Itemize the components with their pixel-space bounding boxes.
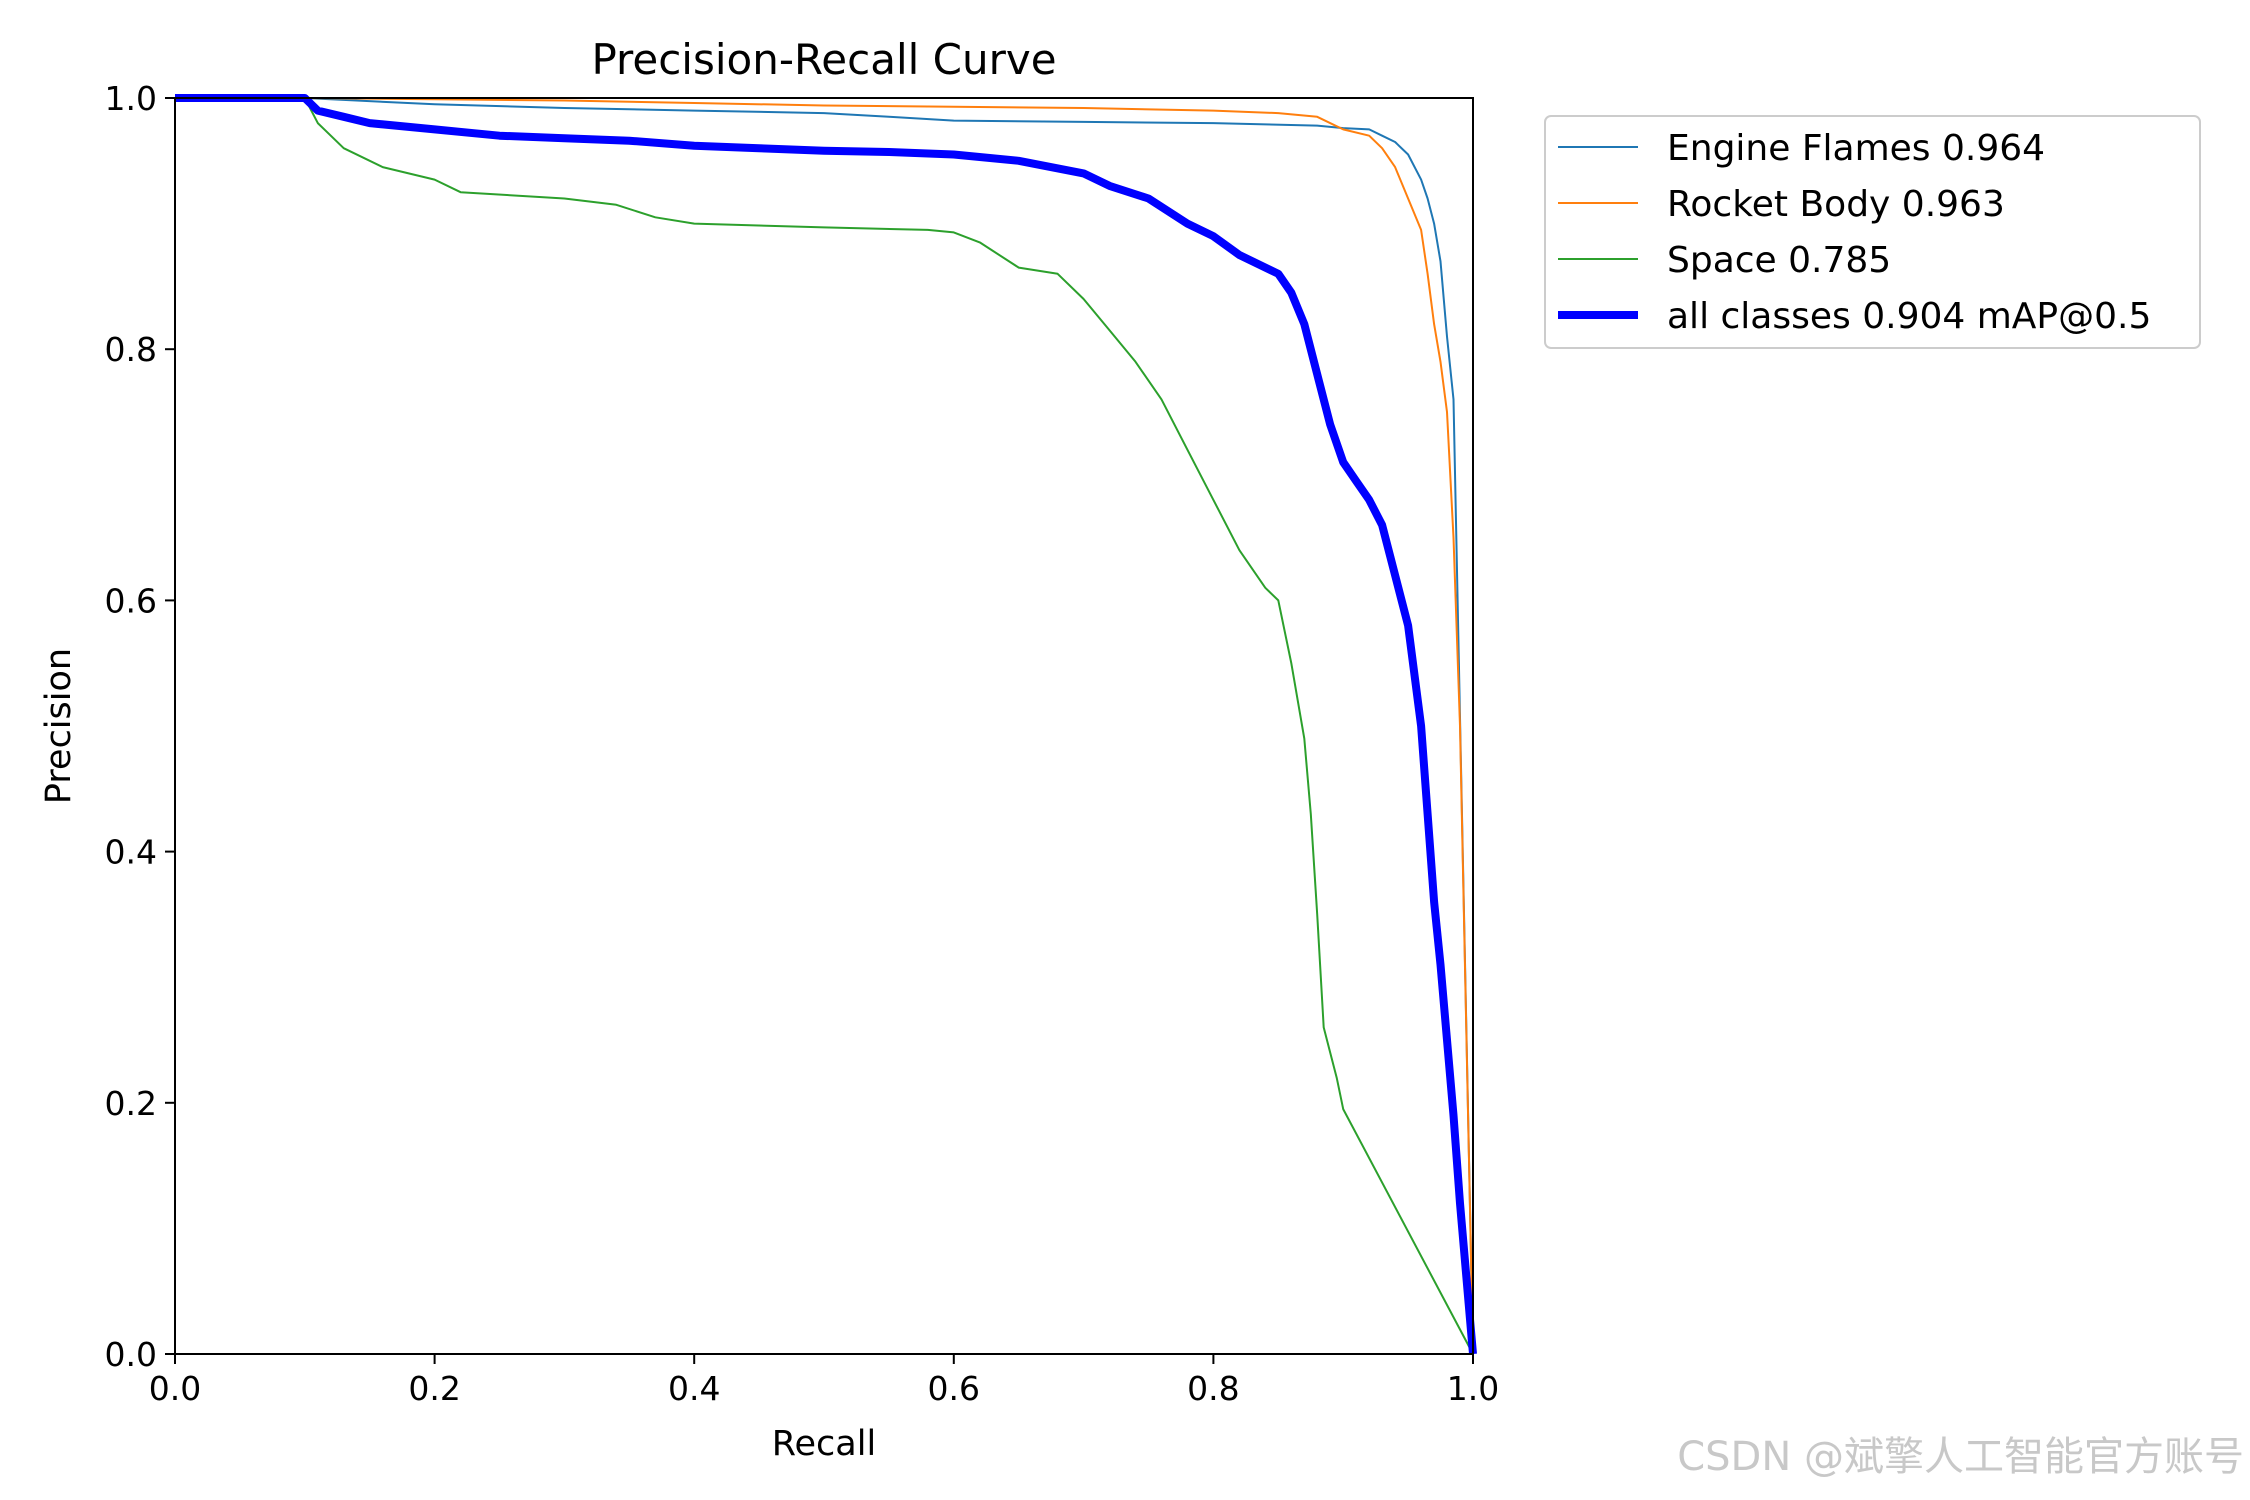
x-axis-label: Recall: [772, 1424, 876, 1464]
y-tick-label: 1.0: [105, 79, 157, 118]
legend-frame: [1544, 115, 2201, 349]
watermark-text: CSDN @斌擎人工智能官方账号: [1677, 1434, 2244, 1480]
legend-label-1: Rocket Body 0.963: [1667, 184, 2005, 225]
x-tick-label: 1.0: [1447, 1369, 1499, 1408]
x-axis-ticks: 0.0 0.2 0.4 0.6 0.8 1.0: [149, 1354, 1499, 1408]
y-tick-label: 0.6: [105, 581, 157, 620]
series-layer: [175, 94, 1477, 1355]
plot-frame: [174, 97, 1474, 1355]
series-line-0: [175, 97, 1474, 1355]
y-axis-ticks: 0.0 0.2 0.4 0.6 0.8 1.0: [105, 79, 175, 1374]
legend: Engine Flames 0.964 Rocket Body 0.963 Spac…: [1544, 115, 2201, 349]
y-axis-label: Precision: [39, 648, 79, 804]
legend-label-3: all classes 0.904 mAP@0.5: [1667, 296, 2151, 337]
series-line-2: [175, 97, 1474, 1355]
legend-label-0: Engine Flames 0.964: [1667, 128, 2045, 169]
x-tick-label: 0.2: [408, 1369, 460, 1408]
x-tick-label: 0.8: [1187, 1369, 1239, 1408]
chart-title: Precision-Recall Curve: [591, 35, 1056, 84]
y-tick-label: 0.0: [105, 1335, 157, 1374]
x-tick-label: 0.4: [668, 1369, 720, 1408]
legend-label-2: Space 0.785: [1667, 240, 1891, 281]
y-tick-label: 0.8: [105, 330, 157, 369]
series-line-1: [175, 97, 1474, 1355]
x-tick-label: 0.6: [928, 1369, 980, 1408]
x-tick-label: 0.0: [149, 1369, 201, 1408]
series-line-3: [175, 94, 1477, 1355]
y-tick-label: 0.4: [105, 833, 157, 872]
y-tick-label: 0.2: [105, 1084, 157, 1123]
